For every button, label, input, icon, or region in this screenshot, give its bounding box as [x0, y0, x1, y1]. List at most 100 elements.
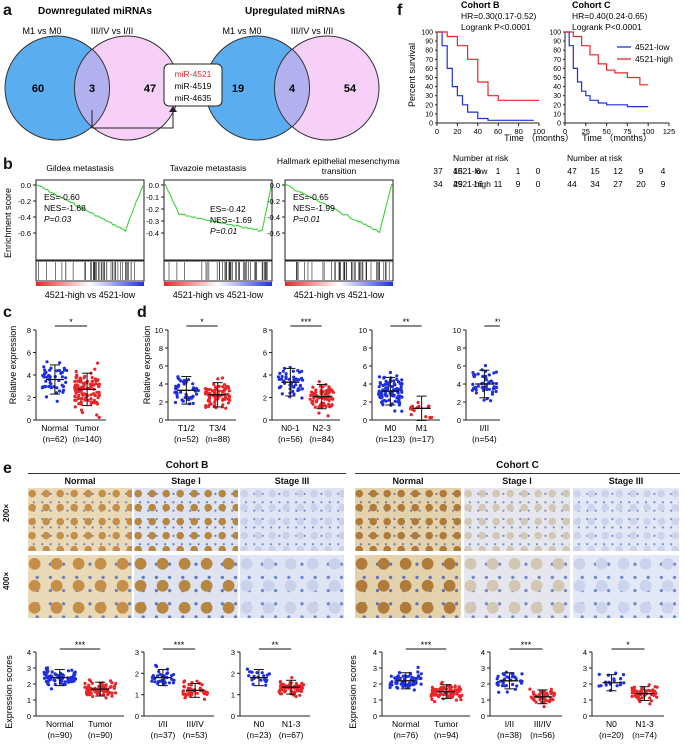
gsea-tick-label: -0.2	[18, 197, 31, 206]
data-point	[293, 690, 297, 694]
km-b-xlabel: Time （months）	[504, 133, 574, 143]
data-point	[635, 695, 639, 699]
group-n: (n=23)	[246, 730, 271, 740]
data-point	[386, 386, 390, 390]
data-point	[430, 685, 435, 689]
data-point	[110, 691, 114, 695]
mirna-box	[163, 63, 223, 107]
data-point	[85, 693, 89, 697]
data-point	[487, 380, 491, 384]
data-point	[90, 681, 94, 685]
km-y-tick-label: 0	[557, 121, 561, 128]
data-point	[382, 376, 386, 380]
km-cohort-b: 0 10 20 30 40 50 60 70 80 90 100 0 20 40 60 80 100	[421, 30, 545, 137]
y-tick-label: 8	[27, 326, 31, 335]
down-set2-label: III/IV vs I/II	[91, 26, 134, 36]
data-point	[204, 404, 208, 408]
ihc-b-col-normal: Normal	[64, 476, 96, 486]
data-point	[621, 673, 626, 677]
data-point	[60, 375, 64, 379]
e-scatter-2: 0 1 2 3 I/II(n=37) III/IV(n=53) ***	[135, 640, 214, 740]
data-point	[399, 682, 403, 686]
data-point	[543, 697, 547, 701]
gsea-title: Hallmark epithelial mesenchymal	[277, 158, 400, 166]
y-tick-label: 2	[135, 669, 139, 678]
data-point	[221, 397, 225, 401]
data-point	[393, 676, 397, 680]
y-tick-label: 2	[481, 680, 485, 689]
data-point	[83, 681, 87, 686]
y-tick-label: 6	[363, 362, 367, 371]
data-point	[298, 384, 302, 388]
data-point	[76, 396, 80, 401]
gsea-tick-label: -0.1	[146, 193, 159, 202]
mirna-4521: miR-4521	[175, 69, 212, 79]
ihc-b-col-stage1: Stage I	[171, 476, 201, 486]
data-point	[224, 406, 228, 410]
data-point	[82, 383, 86, 387]
data-point	[91, 694, 95, 699]
data-point	[284, 376, 288, 381]
data-point	[202, 697, 207, 701]
data-point	[213, 400, 217, 404]
km-y-tick-label: 80	[553, 48, 561, 55]
group-label: Normal	[41, 423, 69, 433]
data-point	[187, 682, 191, 687]
y-tick-label: 8	[263, 326, 267, 335]
data-point	[400, 378, 404, 382]
data-point	[97, 684, 101, 688]
data-point	[155, 664, 159, 669]
group-label: Tumor	[88, 719, 112, 729]
km-y-tick-label: 20	[553, 102, 561, 109]
data-point	[314, 390, 318, 394]
gsea-es: ES=-0.42	[210, 204, 246, 214]
km-y-tick-label: 100	[549, 30, 561, 37]
km-y-tick-label: 30	[425, 93, 433, 100]
data-point	[503, 684, 507, 688]
data-point	[483, 364, 488, 368]
data-point	[194, 386, 198, 391]
data-point	[97, 390, 101, 395]
data-point	[83, 374, 87, 378]
y-tick-label: 3	[135, 648, 139, 657]
data-point	[89, 397, 93, 401]
data-point	[49, 687, 54, 691]
data-point	[89, 401, 93, 406]
y-tick-label: 3	[481, 664, 485, 673]
gsea-barcode-frame	[163, 260, 273, 282]
data-point	[300, 387, 304, 391]
data-point	[457, 689, 462, 693]
data-point	[262, 674, 266, 678]
data-point	[58, 389, 62, 393]
group-label: T3/4	[209, 423, 226, 433]
sig-stars: *	[626, 640, 630, 650]
km-c-risk-low: 15	[590, 166, 600, 176]
data-point	[43, 371, 47, 375]
data-point	[108, 685, 112, 689]
y-tick-label: 8	[457, 344, 461, 353]
data-point	[300, 684, 304, 688]
km-x-tick-label: 75	[623, 127, 631, 136]
data-point	[175, 395, 179, 399]
data-point	[277, 386, 281, 390]
data-point	[94, 690, 98, 694]
data-point	[291, 389, 295, 393]
group-n: (n=67)	[279, 730, 304, 740]
data-point	[79, 389, 83, 393]
gsea-tick-label: -0.4	[18, 213, 31, 222]
data-point	[298, 693, 302, 697]
down-count-left: 60	[32, 83, 44, 95]
km-c-risk-high: 34	[590, 179, 600, 189]
km-b-title: Cohort B	[461, 0, 500, 10]
data-point	[63, 680, 67, 684]
group-n: (n=38)	[497, 730, 522, 740]
data-point	[264, 683, 268, 687]
data-point	[648, 702, 652, 706]
data-point	[395, 374, 399, 378]
data-point	[481, 374, 485, 379]
data-point	[62, 366, 66, 370]
data-point	[50, 670, 54, 674]
data-point	[618, 683, 623, 687]
data-point	[87, 678, 92, 682]
